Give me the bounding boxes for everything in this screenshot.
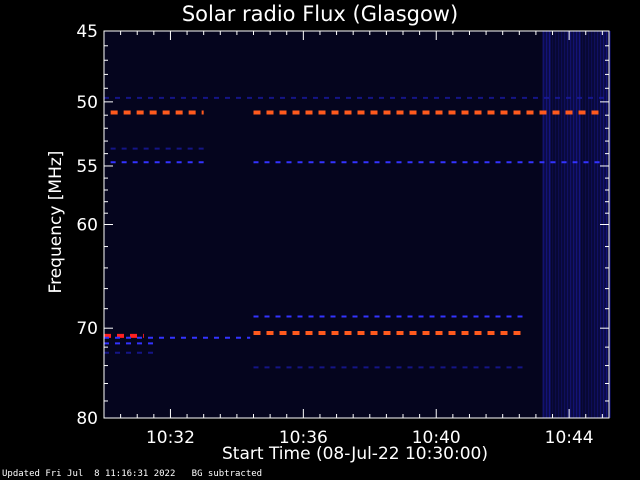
plot-background [104,31,609,418]
burst-stripe [572,31,575,418]
burst-stripe [575,31,578,418]
burst-stripe [554,31,557,418]
burst-stripe [578,31,581,418]
burst-stripe [542,31,545,418]
burst-stripe [563,31,566,418]
axes-frame: 45 50 55 60 70 80 10:32 10:36 10:40 10:44 [76,22,610,448]
x-tick-label: 10:40 [412,428,461,448]
burst-stripe [560,31,563,418]
burst-stripe [608,31,611,418]
y-tick-label: 80 [76,409,98,429]
x-tick-label: 10:44 [545,428,594,448]
burst-stripe [581,31,584,418]
y-tick-label: 60 [76,216,98,236]
y-tick-label: 55 [76,157,98,177]
x-axis-label: Start Time (08-Jul-22 10:30:00) [222,444,488,464]
burst-stripe [584,31,587,418]
y-axis-label: Frequency [MHz] [46,150,66,294]
burst-stripe [569,31,572,418]
burst-stripe [596,31,599,418]
burst-stripe [566,31,569,418]
burst-stripe [545,31,548,418]
footer-status: Updated Fri Jul 8 11:16:31 2022 BG subtr… [2,469,263,479]
y-tick-label: 45 [76,22,98,42]
x-tick-label: 10:32 [146,428,195,448]
burst-stripe [590,31,593,418]
x-tick-label: 10:36 [279,428,328,448]
burst-stripe [548,31,551,418]
y-tick-label: 50 [76,93,98,113]
burst-stripe [593,31,596,418]
burst-stripe [551,31,554,418]
plot-area [104,31,611,418]
burst-region [542,31,611,418]
chart-title: Solar radio Flux (Glasgow) [181,2,459,26]
burst-stripe [557,31,560,418]
burst-stripe [587,31,590,418]
y-tick-label: 70 [76,319,98,339]
